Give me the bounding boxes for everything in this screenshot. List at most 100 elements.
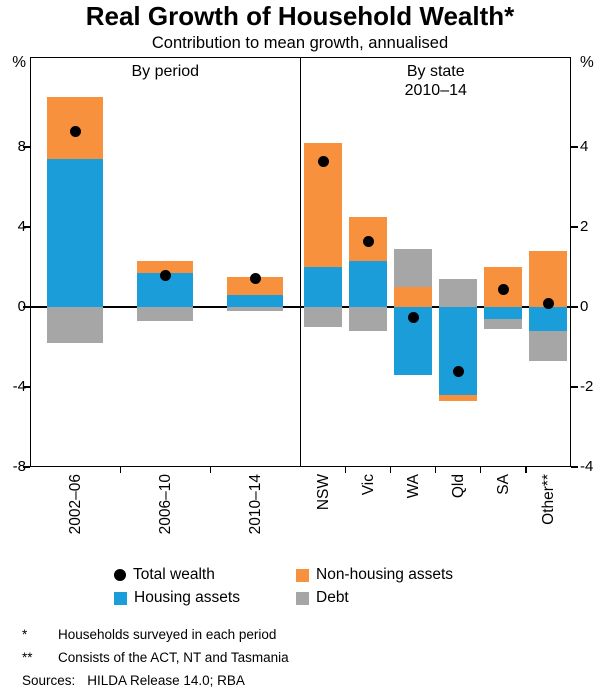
y-axis-label-right: 0	[580, 298, 589, 315]
panel-label: By state	[406, 63, 465, 80]
y-axis-label-left: -8	[12, 458, 26, 475]
y-axis-tick-left	[23, 466, 30, 468]
y-axis-tick-right	[571, 146, 578, 148]
percent-label-right: %	[580, 54, 594, 71]
y-axis-tick-right	[571, 386, 578, 388]
plot-frame	[30, 57, 571, 467]
y-axis-label-right: -4	[580, 458, 594, 475]
total-wealth-dot	[362, 235, 374, 247]
housing-bar-segment	[349, 261, 388, 307]
debt-bar-segment	[484, 319, 523, 329]
debt-swatch-icon	[296, 591, 309, 605]
housing-swatch-icon	[114, 591, 127, 605]
footnote-marker: *	[22, 627, 28, 642]
debt-bar-segment	[137, 307, 194, 321]
x-axis-label-text: Other**	[539, 474, 557, 525]
debt-bar-segment	[349, 307, 388, 331]
y-axis-label-left: 4	[17, 218, 26, 235]
total-wealth-dot-icon	[114, 569, 126, 581]
legend-label-total-wealth: Total wealth	[133, 566, 215, 583]
chart-title: Real Growth of Household Wealth*	[85, 1, 515, 31]
non-housing-bar-segment	[394, 287, 433, 307]
sources-text: HILDA Release 14.0; RBA	[87, 673, 245, 688]
debt-bar-segment	[529, 331, 568, 361]
x-axis-label-text: Vic	[359, 474, 377, 496]
housing-bar-segment	[439, 307, 478, 395]
total-wealth-dot	[497, 283, 509, 295]
footnote-text: Consists of the ACT, NT and Tasmania	[58, 650, 289, 665]
x-axis-tick	[390, 467, 392, 473]
x-axis-label-text: NSW	[314, 474, 332, 511]
y-axis-label-right: 2	[580, 218, 589, 235]
y-axis-label-left: 8	[17, 138, 26, 155]
legend-item-total-wealth: Total wealth	[114, 566, 296, 584]
total-wealth-dot	[317, 155, 329, 167]
x-axis-label-text: SA	[494, 474, 512, 495]
y-axis-tick-left	[23, 386, 30, 388]
non-housing-bar-segment	[439, 395, 478, 401]
footnote-marker: **	[22, 650, 33, 665]
sources-label: Sources:	[22, 673, 76, 688]
x-axis-tick	[119, 467, 121, 473]
total-wealth-dot	[69, 125, 81, 137]
panel-sublabel: 2010–14	[404, 82, 467, 99]
footnote-double-asterisk: ** Consists of the ACT, NT and Tasmania	[22, 646, 592, 669]
total-wealth-dot	[159, 269, 171, 281]
x-axis-tick	[435, 467, 437, 473]
y-axis-tick-left	[23, 146, 30, 148]
y-axis-label-left: 0	[17, 298, 26, 315]
housing-bar-segment	[227, 295, 284, 307]
housing-bar-segment	[484, 307, 523, 319]
x-axis-tick	[209, 467, 211, 473]
debt-bar-segment	[439, 279, 478, 307]
housing-bar-segment	[529, 307, 568, 331]
x-axis-label-text: 2010–14	[246, 474, 264, 535]
legend-label-non-housing: Non-housing assets	[316, 566, 453, 583]
debt-bar-segment	[47, 307, 104, 343]
legend-label-debt: Debt	[316, 589, 349, 606]
footnote-text: Households surveyed in each period	[58, 627, 277, 642]
debt-bar-segment	[304, 307, 343, 327]
y-axis-tick-left	[23, 306, 30, 308]
housing-bar-segment	[47, 159, 104, 307]
chart-legend: Total wealth Non-housing assets Housing …	[0, 566, 600, 607]
percent-label-left: %	[12, 54, 26, 71]
legend-grid: Total wealth Non-housing assets Housing …	[114, 566, 486, 607]
chart-footnotes: * Households surveyed in each period ** …	[22, 623, 592, 692]
y-axis-tick-right	[571, 226, 578, 228]
panel-label: By period	[131, 63, 200, 80]
x-axis-label-text: WA	[404, 474, 422, 499]
y-axis-tick-left	[23, 226, 30, 228]
chart-subtitle: Contribution to mean growth, annualised	[151, 34, 449, 52]
footnote-sources: Sources: HILDA Release 14.0; RBA	[22, 669, 592, 692]
debt-bar-segment	[394, 249, 433, 287]
non-housing-bar-segment	[227, 277, 284, 295]
footnote-asterisk: * Households surveyed in each period	[22, 623, 592, 646]
total-wealth-dot	[249, 272, 261, 284]
debt-bar-segment	[227, 307, 284, 311]
x-axis-label-text: Qld	[449, 474, 467, 499]
y-axis-tick-right	[571, 466, 578, 468]
y-axis-label-right: 4	[580, 138, 589, 155]
non-housing-swatch-icon	[296, 568, 309, 582]
non-housing-bar-segment	[137, 261, 194, 273]
panel-divider	[299, 57, 302, 467]
y-axis-tick-right	[571, 306, 578, 308]
housing-bar-segment	[304, 267, 343, 307]
legend-item-housing-assets: Housing assets	[114, 589, 296, 607]
x-axis-tick	[480, 467, 482, 473]
y-axis-label-left: -4	[12, 378, 26, 395]
y-axis-label-right: -2	[580, 378, 594, 395]
legend-label-housing: Housing assets	[134, 589, 240, 606]
total-wealth-dot	[407, 311, 419, 323]
total-wealth-dot	[452, 365, 464, 377]
x-axis-label-text: 2002–06	[66, 474, 84, 535]
x-axis-tick	[344, 467, 347, 473]
x-axis-label-text: 2006–10	[156, 474, 174, 535]
legend-item-non-housing-assets: Non-housing assets	[296, 566, 486, 584]
total-wealth-dot	[542, 297, 554, 309]
x-axis-tick	[525, 467, 527, 473]
legend-item-debt: Debt	[296, 589, 486, 607]
